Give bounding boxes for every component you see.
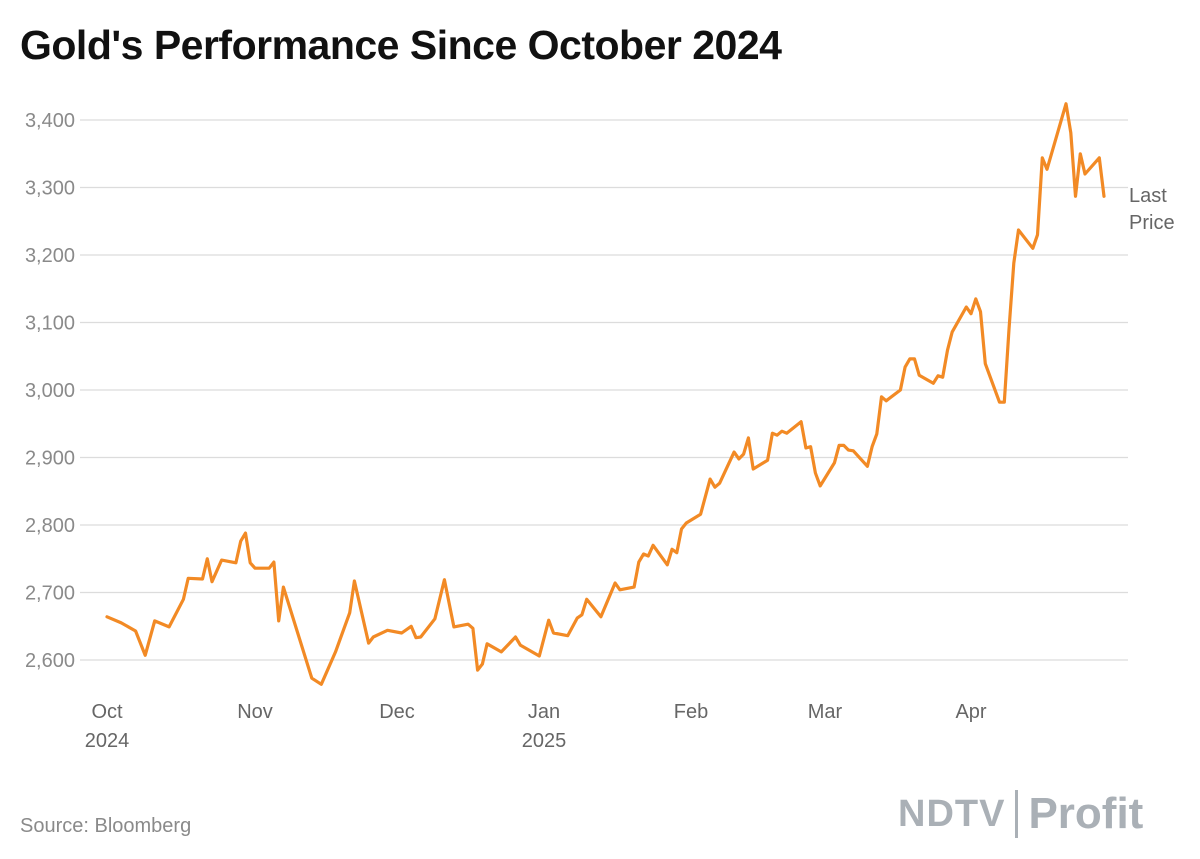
gridlines: [80, 119, 1128, 661]
logo-profit: Profit: [1028, 789, 1144, 838]
chart-title: Gold's Performance Since October 2024: [20, 22, 782, 68]
y-tick-label: 2,700: [25, 583, 75, 605]
x-tick-label: Apr: [955, 701, 986, 723]
x-tick-label: Feb: [674, 701, 708, 723]
ndtv-profit-logo: NDTV Profit: [898, 788, 1143, 840]
y-tick-label: 3,400: [25, 110, 75, 132]
source-note: Source: Bloomberg: [20, 815, 192, 837]
x-tick-label: Dec: [379, 701, 415, 723]
end-label-line1: Last: [1129, 185, 1167, 207]
series-layer: [105, 102, 1106, 686]
y-tick-label: 3,100: [25, 313, 75, 335]
y-tick-label: 3,000: [25, 380, 75, 402]
y-axis-ticks: 2,600 2,700 2,800 2,900 3,000 3,100 3,200 3,300…: [25, 110, 75, 672]
series-line-last-price: [105, 102, 1106, 686]
y-tick-label: 2,900: [25, 448, 75, 470]
x-tick-year-label: 2024: [85, 730, 130, 752]
end-label-line2: Price: [1129, 212, 1175, 234]
y-tick-label: 2,800: [25, 515, 75, 537]
x-axis-ticks: Oct 2024 Nov Dec Jan 2025 Feb Mar Apr: [85, 701, 987, 752]
x-tick-label: Jan: [528, 701, 560, 723]
logo-divider: [1015, 790, 1019, 838]
logo-ndtv: NDTV: [898, 792, 1006, 835]
x-tick-label: Mar: [808, 701, 843, 723]
x-tick-year-label: 2025: [522, 730, 567, 752]
y-tick-label: 2,600: [25, 650, 75, 672]
x-tick-label: Oct: [91, 701, 123, 723]
x-tick-label: Nov: [237, 701, 273, 723]
y-tick-label: 3,200: [25, 245, 75, 267]
y-tick-label: 3,300: [25, 178, 75, 200]
